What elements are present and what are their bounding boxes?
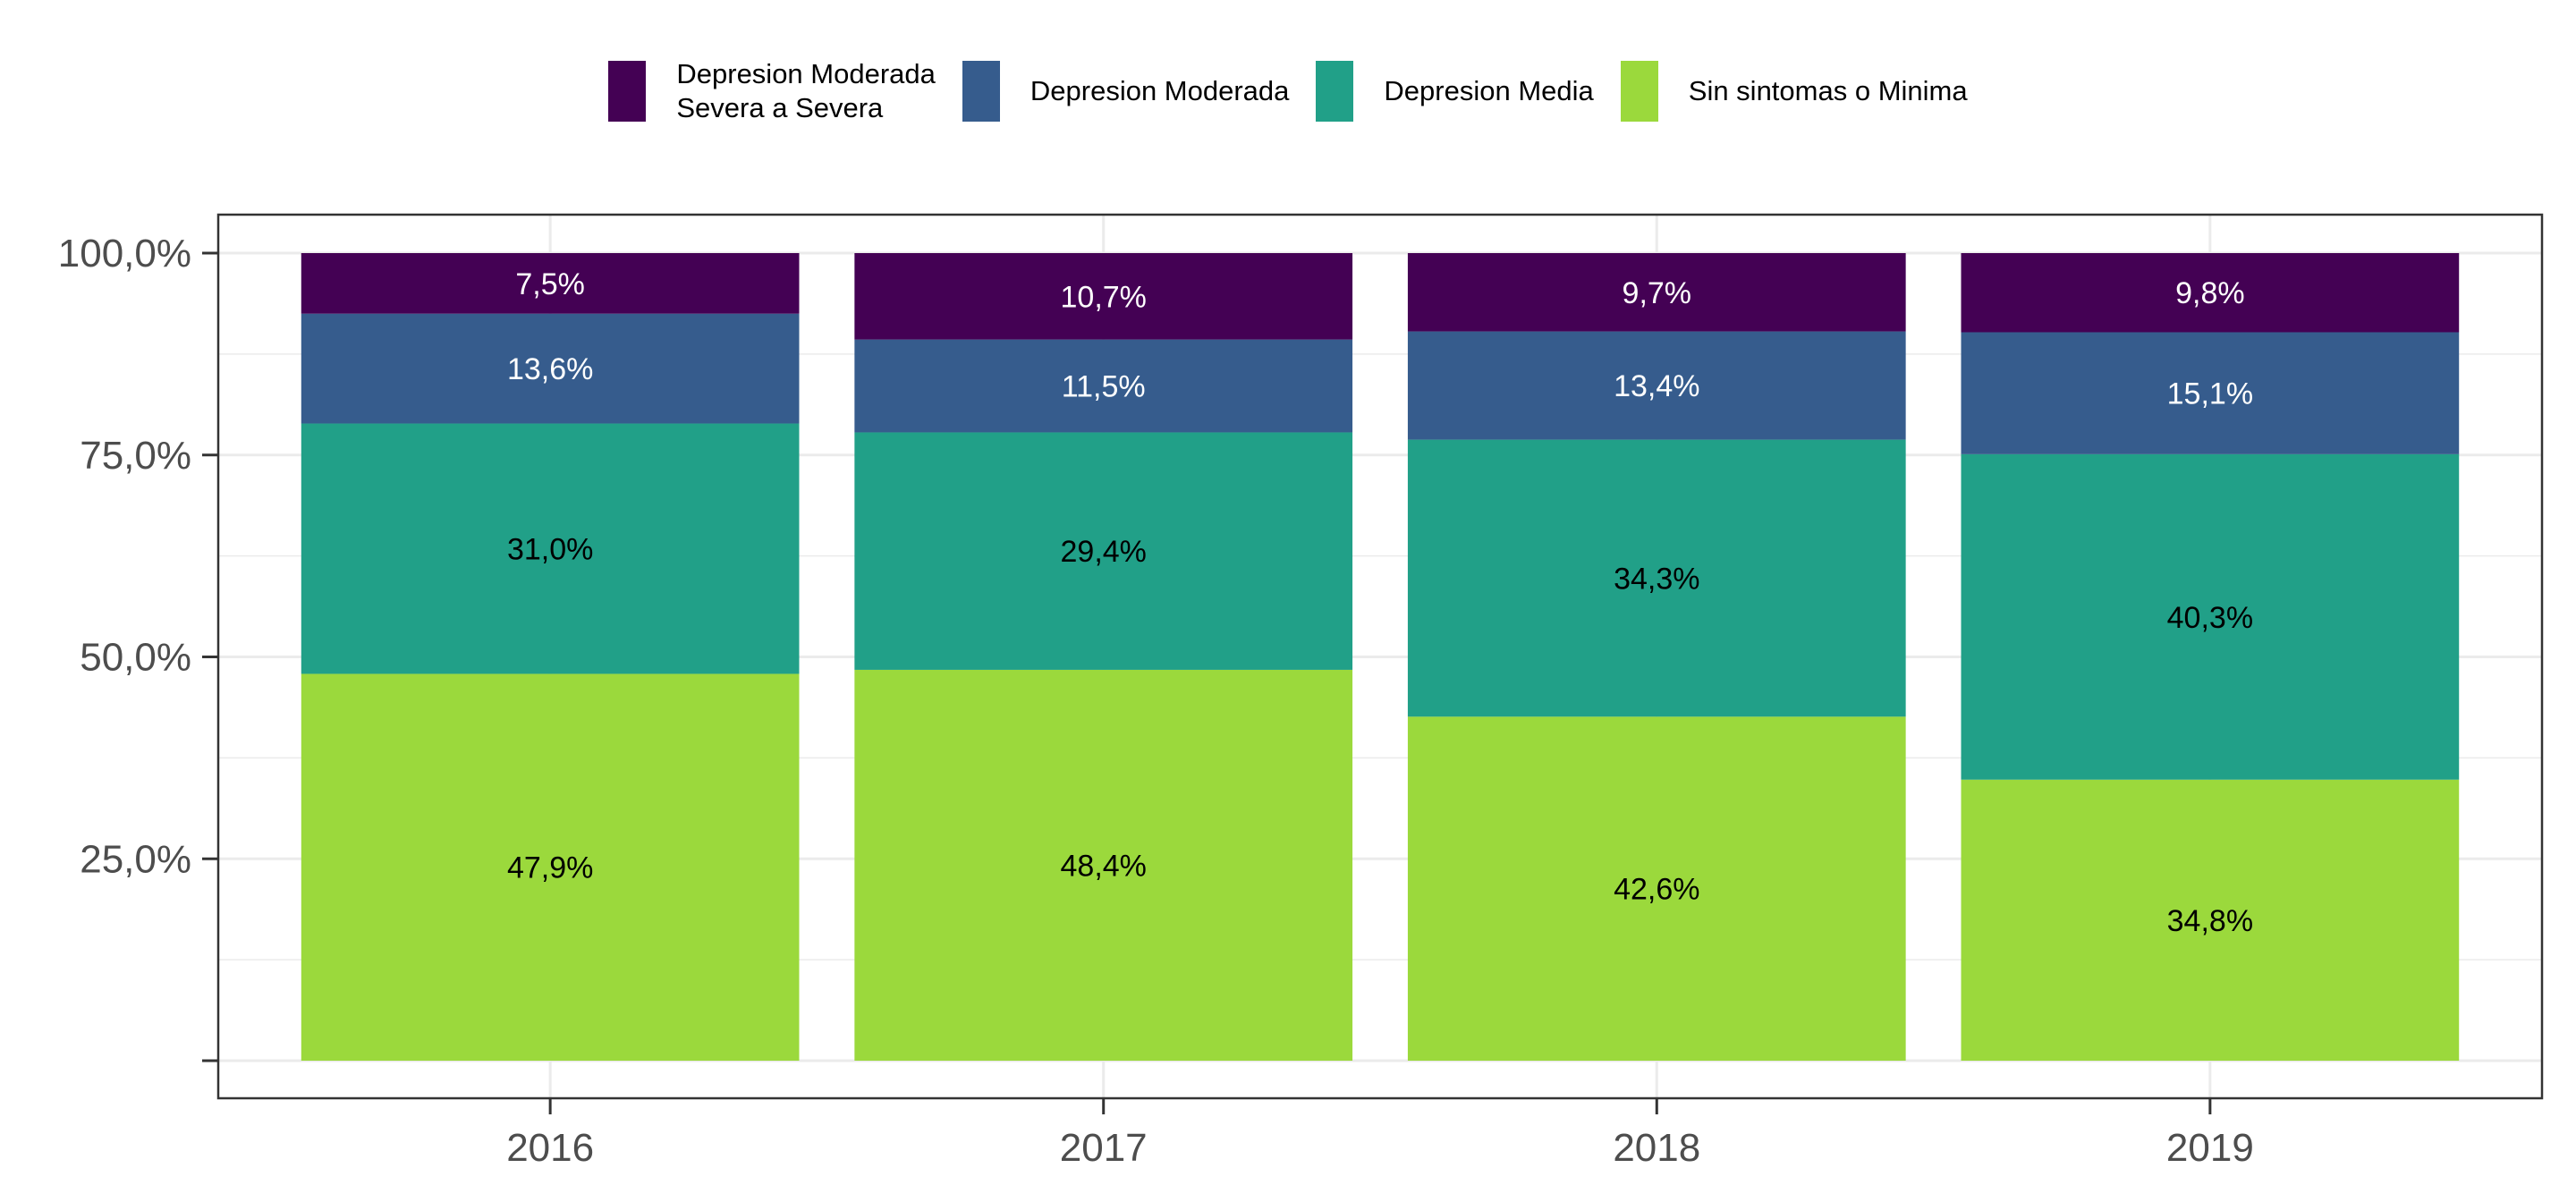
bar-segment — [301, 673, 800, 1061]
data-label: 13,6% — [507, 352, 593, 386]
data-label: 11,5% — [1062, 370, 1146, 404]
data-label: 47,9% — [507, 851, 593, 885]
data-label: 34,8% — [2167, 904, 2253, 938]
bar-segment — [1407, 716, 1906, 1061]
legend-key — [1620, 61, 1658, 122]
bar-segment — [301, 253, 800, 314]
data-label: 15,1% — [2167, 377, 2253, 411]
legend-key — [962, 61, 1000, 122]
legend-item: Sin sintomas o Minima — [1620, 61, 1968, 122]
legend-label: Sin sintomas o Minima — [1688, 75, 1968, 106]
bar-segment — [854, 253, 1353, 340]
x-tick-label: 2017 — [1060, 1126, 1148, 1170]
bar-segment — [1407, 253, 1906, 332]
legend-item: Depresion Media — [1316, 61, 1594, 122]
data-label: 31,0% — [507, 532, 593, 566]
legend-key — [1316, 61, 1354, 122]
bar-segment — [301, 313, 800, 424]
y-tick-label: 25,0% — [80, 837, 191, 881]
legend-item: Depresion Moderada — [962, 61, 1290, 122]
bar-segment — [854, 339, 1353, 433]
legend-label: Depresion Moderada Severa a Severa — [676, 58, 936, 123]
data-label: 29,4% — [1061, 535, 1147, 569]
x-tick-label: 2019 — [2166, 1126, 2254, 1170]
data-label: 34,3% — [1614, 562, 1699, 596]
data-label: 13,4% — [1614, 369, 1699, 403]
legend-label: Depresion Media — [1384, 75, 1594, 106]
y-tick-label: 100,0% — [58, 232, 191, 275]
bar-segment — [854, 669, 1353, 1061]
data-label: 9,8% — [2175, 276, 2245, 310]
data-label: 40,3% — [2167, 601, 2253, 635]
legend: Depresion Moderada Severa a Severa Depres… — [0, 57, 2576, 125]
bar-segment — [1407, 331, 1906, 440]
bar-segment — [854, 432, 1353, 670]
data-label: 10,7% — [1061, 280, 1147, 314]
bar-segment — [301, 423, 800, 674]
bar-segment — [1961, 332, 2460, 454]
bar-segment — [1961, 253, 2460, 333]
x-tick-label: 2018 — [1613, 1126, 1700, 1170]
legend-item: Depresion Moderada Severa a Severa — [608, 57, 936, 125]
bar-segment — [1961, 453, 2460, 780]
data-label: 9,7% — [1623, 276, 1692, 310]
bar-segment — [1961, 779, 2460, 1061]
y-tick-label: 50,0% — [80, 636, 191, 680]
data-label: 7,5% — [515, 267, 585, 301]
x-tick-label: 2016 — [506, 1126, 594, 1170]
data-label: 42,6% — [1614, 873, 1699, 907]
legend-label: Depresion Moderada — [1030, 75, 1290, 106]
y-tick-label: 75,0% — [80, 434, 191, 478]
data-label: 48,4% — [1061, 849, 1147, 883]
bar-segment — [1407, 439, 1906, 717]
legend-key — [608, 61, 647, 122]
